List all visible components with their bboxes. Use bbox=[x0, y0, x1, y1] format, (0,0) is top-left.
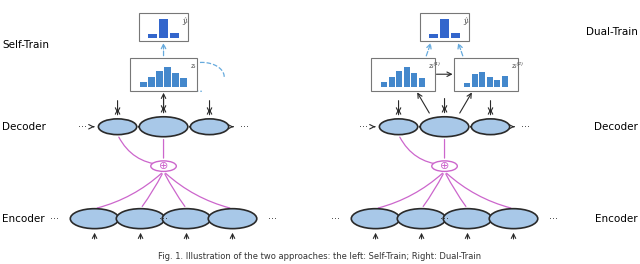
Bar bbox=[451, 33, 460, 38]
Circle shape bbox=[208, 209, 257, 229]
Text: Encoder: Encoder bbox=[595, 214, 638, 224]
Text: ···: ··· bbox=[521, 122, 530, 132]
Bar bbox=[180, 78, 187, 87]
Circle shape bbox=[190, 119, 228, 135]
FancyBboxPatch shape bbox=[140, 13, 188, 41]
Circle shape bbox=[351, 209, 400, 229]
Circle shape bbox=[380, 119, 418, 135]
Text: Self-Train: Self-Train bbox=[2, 40, 49, 50]
FancyBboxPatch shape bbox=[130, 58, 197, 91]
FancyBboxPatch shape bbox=[371, 58, 435, 91]
Text: Encoder: Encoder bbox=[2, 214, 45, 224]
Circle shape bbox=[397, 209, 446, 229]
Bar bbox=[148, 77, 155, 87]
Text: ···: ··· bbox=[331, 214, 340, 224]
Text: ⊕: ⊕ bbox=[159, 161, 168, 171]
Circle shape bbox=[70, 209, 119, 229]
Circle shape bbox=[151, 161, 176, 171]
Bar bbox=[487, 77, 493, 87]
Bar bbox=[464, 83, 470, 87]
FancyBboxPatch shape bbox=[420, 13, 468, 41]
Text: zₜ: zₜ bbox=[190, 62, 196, 70]
Bar bbox=[404, 67, 410, 87]
Bar bbox=[148, 34, 157, 38]
Text: ···: ··· bbox=[359, 122, 368, 132]
Circle shape bbox=[116, 209, 165, 229]
Bar bbox=[164, 67, 171, 87]
Bar bbox=[388, 77, 395, 87]
Text: Dual-Train: Dual-Train bbox=[586, 27, 638, 37]
Circle shape bbox=[99, 119, 137, 135]
Text: ŷₜ: ŷₜ bbox=[182, 17, 188, 25]
Text: Decoder: Decoder bbox=[594, 122, 638, 132]
Circle shape bbox=[420, 117, 468, 137]
Bar bbox=[440, 19, 449, 38]
Circle shape bbox=[471, 119, 509, 135]
Text: ···: ··· bbox=[50, 214, 59, 224]
Text: ⊕: ⊕ bbox=[440, 161, 449, 171]
Circle shape bbox=[140, 117, 188, 137]
Bar bbox=[412, 73, 417, 87]
Text: zₜ⁽²⁾: zₜ⁽²⁾ bbox=[511, 62, 524, 70]
Text: zₜ⁽¹⁾: zₜ⁽¹⁾ bbox=[429, 62, 440, 70]
Circle shape bbox=[444, 209, 492, 229]
Text: ŷₜ: ŷₜ bbox=[463, 17, 469, 25]
Bar bbox=[429, 34, 438, 38]
Bar bbox=[502, 76, 508, 87]
Text: ···: ··· bbox=[240, 122, 249, 132]
Bar bbox=[494, 80, 500, 87]
Bar bbox=[419, 78, 425, 87]
Text: ···: ··· bbox=[268, 214, 277, 224]
Bar bbox=[472, 74, 477, 87]
Text: ···: ··· bbox=[159, 214, 168, 224]
Bar bbox=[170, 33, 179, 38]
Circle shape bbox=[432, 161, 458, 171]
Bar bbox=[172, 73, 179, 87]
Text: ···: ··· bbox=[78, 122, 87, 132]
Circle shape bbox=[489, 209, 538, 229]
Bar bbox=[140, 82, 147, 87]
Bar bbox=[156, 71, 163, 87]
Text: Fig. 1. Illustration of the two approaches: the left: Self-Train; Right: Dual-Tr: Fig. 1. Illustration of the two approach… bbox=[159, 252, 481, 261]
Text: Decoder: Decoder bbox=[2, 122, 46, 132]
FancyBboxPatch shape bbox=[454, 58, 518, 91]
Text: ···: ··· bbox=[549, 214, 558, 224]
Text: ···: ··· bbox=[440, 214, 449, 224]
Bar bbox=[479, 72, 485, 87]
Bar bbox=[159, 19, 168, 38]
Circle shape bbox=[163, 209, 211, 229]
Bar bbox=[396, 71, 403, 87]
Bar bbox=[381, 82, 387, 87]
